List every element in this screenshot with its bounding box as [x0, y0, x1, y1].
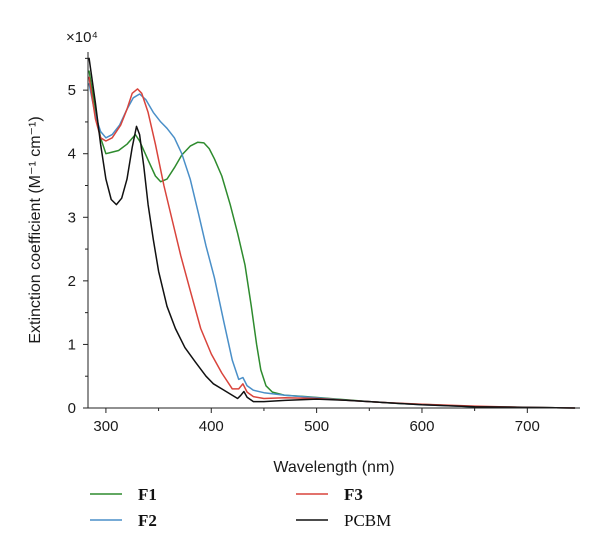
series-line-pcbm	[88, 57, 576, 409]
y-multiplier-label: ×10⁴	[66, 29, 98, 46]
x-tick-label: 300	[93, 418, 118, 435]
y-tick-label: 2	[68, 273, 76, 290]
legend-label-f2: F2	[138, 511, 157, 530]
legend: F1 F3 F2 PCBM	[90, 485, 391, 530]
x-tick-label: 700	[515, 418, 540, 435]
legend-label-f3: F3	[344, 485, 363, 504]
x-tick-label: 400	[199, 418, 224, 435]
series-line-f3	[88, 76, 576, 409]
plot-area	[88, 57, 576, 409]
y-tick-label: 3	[68, 209, 76, 226]
y-tick-group: 0 1 2 3 4 5	[68, 57, 88, 417]
x-tick-label: 500	[304, 418, 329, 435]
legend-label-pcbm: PCBM	[344, 511, 391, 530]
y-tick-label: 5	[68, 82, 76, 99]
x-tick-group: 300 400 500 600 700	[93, 408, 540, 435]
y-tick-label: 0	[68, 400, 76, 417]
legend-label-f1: F1	[138, 485, 157, 504]
y-axis-label: Extinction coefficient (M⁻¹ cm⁻¹)	[27, 116, 44, 343]
y-tick-label: 1	[68, 336, 76, 353]
y-tick-label: 4	[68, 146, 76, 163]
x-tick-label: 600	[409, 418, 434, 435]
x-axis-label: Wavelength (nm)	[273, 459, 394, 476]
series-line-f1	[88, 70, 576, 409]
series-line-f2	[88, 83, 576, 409]
